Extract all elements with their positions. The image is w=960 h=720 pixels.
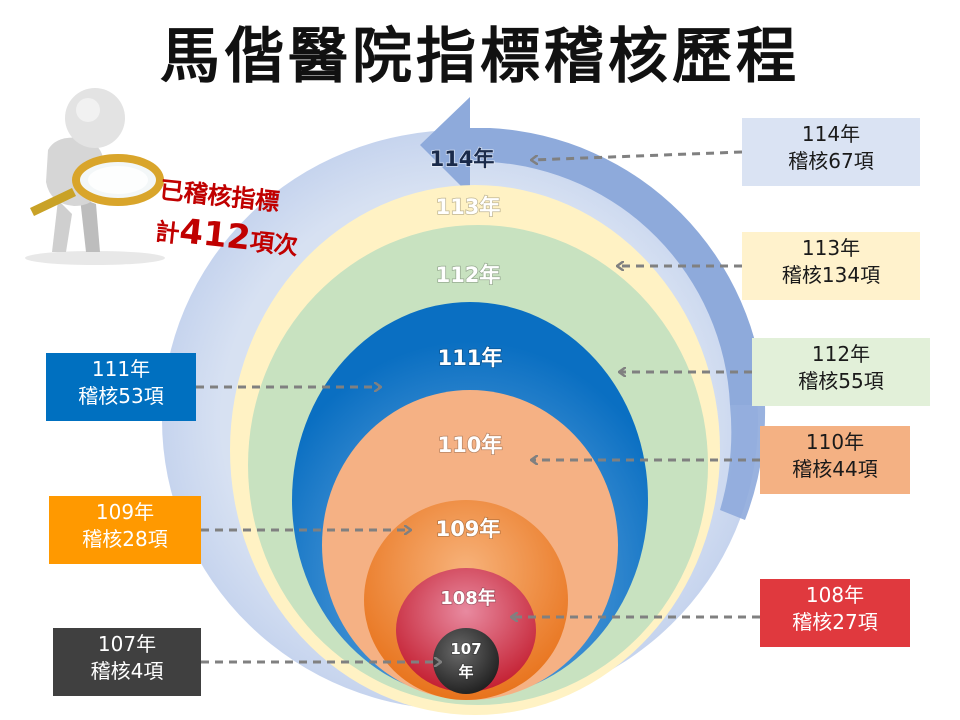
ring-107 [433,628,499,694]
year-box-114-audit: 稽核67項 [788,149,874,173]
audit-total-callout: 已稽核指標 計412項次 [154,170,304,264]
magnifier-figure-icon [25,88,165,265]
year-box-108-year: 108年 [805,583,865,607]
year-box-109-audit: 稽核28項 [82,527,168,551]
year-box-110-audit: 稽核44項 [792,457,878,481]
year-box-107: 107年 稽核4項 [53,628,201,696]
year-box-110: 110年 稽核44項 [760,426,910,494]
callout-count-prefix: 計 [154,217,181,249]
ring-label-110: 110年 [438,433,503,457]
ring-label-109: 109年 [436,517,501,541]
ring-label-107-line2: 年 [458,663,473,681]
year-box-111: 111年 稽核53項 [46,353,196,421]
year-box-110-year: 110年 [805,430,865,454]
year-box-114: 114年 稽核67項 [742,118,920,186]
ring-label-114: 114年 [430,147,495,171]
year-box-109: 109年 稽核28項 [49,496,201,564]
year-box-112-year: 112年 [811,342,871,366]
year-box-111-audit: 稽核53項 [78,384,164,408]
year-box-111-year: 111年 [91,357,151,381]
year-box-108: 108年 稽核27項 [760,579,910,647]
cycle-arrow-band [720,405,766,520]
connector-114 [532,150,743,160]
page-title: 馬偕醫院指標稽核歷程 [160,22,800,92]
callout-count: 412 [177,211,253,259]
year-box-113-year: 113年 [801,236,861,260]
year-box-107-year: 107年 [97,632,157,656]
ring-label-107-line1: 107 [450,640,481,658]
year-box-112-audit: 稽核55項 [798,369,884,393]
ring-label-111: 111年 [438,346,503,370]
year-box-108-audit: 稽核27項 [792,610,878,634]
year-box-113: 113年 稽核134項 [742,232,920,300]
year-box-107-audit: 稽核4項 [90,659,164,683]
year-box-112: 112年 稽核55項 [752,338,930,406]
callout-count-suffix: 項次 [248,227,300,261]
cycle-arrow-head [420,97,490,195]
year-box-113-audit: 稽核134項 [781,263,881,287]
year-box-114-year: 114年 [801,122,861,146]
ring-label-112: 112年 [436,263,501,287]
ring-label-108: 108年 [440,587,496,609]
ring-label-113: 113年 [436,195,501,219]
year-box-109-year: 109年 [95,500,155,524]
